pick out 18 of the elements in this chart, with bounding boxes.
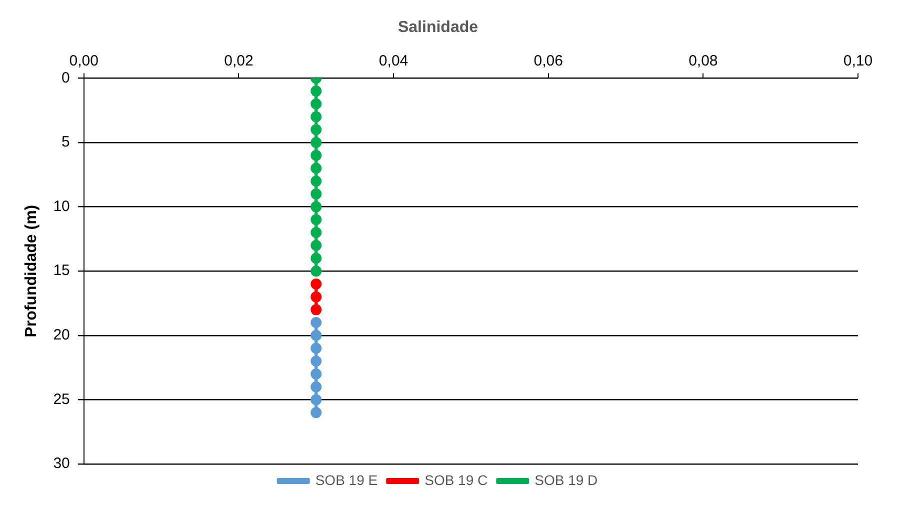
x-tick-label: 0,02 — [224, 52, 254, 70]
legend-label: SOB 19 C — [424, 472, 488, 488]
x-tick-label: 0,06 — [534, 52, 563, 70]
y-tick-label: 10 — [53, 198, 70, 215]
x-tick-label: 0,10 — [843, 52, 873, 70]
y-tick-label: 15 — [53, 262, 70, 280]
chart-title: Salinidade — [398, 19, 478, 36]
y-tick-label: 25 — [53, 390, 70, 408]
x-tick-label: 0,00 — [69, 52, 98, 70]
y-tick-label: 0 — [62, 69, 70, 86]
x-tick-label: 0,04 — [378, 52, 408, 70]
x-tick-label: 0,08 — [688, 52, 718, 70]
y-tick-label: 30 — [53, 455, 70, 472]
legend-label: SOB 19 E — [315, 472, 378, 488]
y-axis-title: Profundidade (m) — [23, 204, 40, 338]
y-tick-label: 5 — [62, 134, 70, 151]
y-tick-label: 20 — [53, 326, 70, 344]
legend-label: SOB 19 D — [534, 472, 598, 488]
